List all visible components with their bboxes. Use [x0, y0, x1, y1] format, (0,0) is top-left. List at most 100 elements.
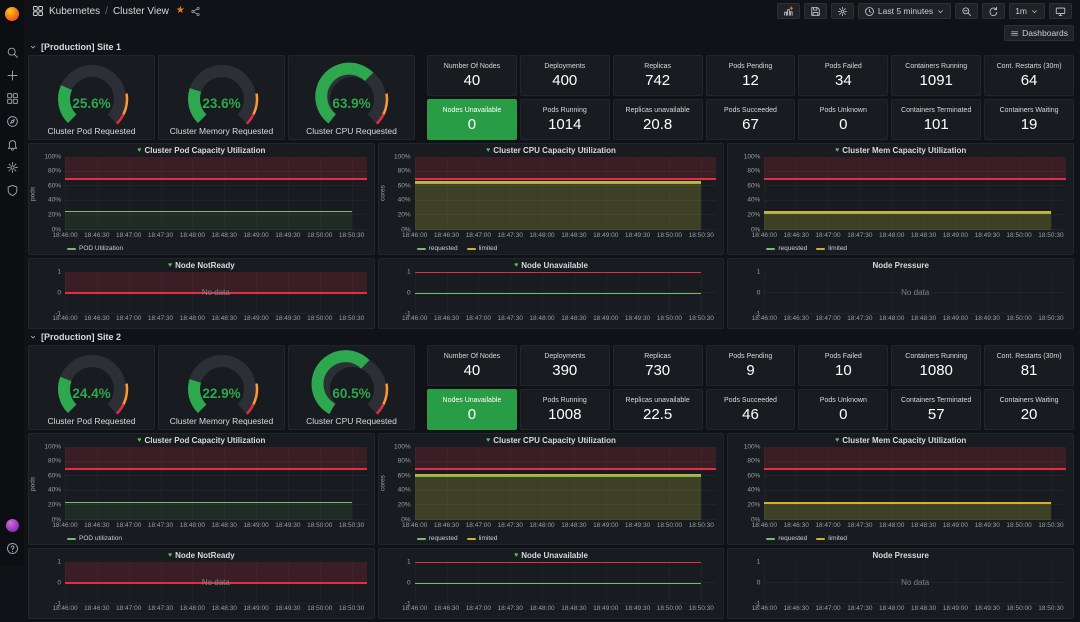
sidebar-item-explore[interactable] — [6, 115, 19, 128]
legend-item[interactable]: limited — [816, 535, 847, 542]
flat-line-green — [414, 582, 702, 584]
panel-title[interactable]: ♥ Node Unavailable — [379, 259, 724, 272]
y-axis: -1 0 1 — [383, 558, 413, 606]
legend-item[interactable]: limited — [816, 245, 847, 252]
legend-item[interactable]: limited — [466, 245, 497, 252]
share-icon[interactable] — [190, 6, 201, 17]
stat-label: Nodes Unavailable — [442, 397, 502, 404]
panel-title[interactable]: ♥ Node NotReady — [29, 549, 374, 562]
sidebar-item-help[interactable] — [6, 542, 19, 555]
stat-panel-containers-running: Containers Running 1080 — [891, 345, 982, 386]
panel-title[interactable]: ♥ Cluster Mem Capacity Utilization — [728, 144, 1073, 157]
row-header-site-2[interactable]: [Production] Site 2 — [29, 332, 1074, 342]
grid-line-horizontal — [764, 185, 1067, 187]
grid-line-vertical — [987, 447, 989, 520]
zoom-out-button[interactable] — [955, 3, 979, 19]
row-header-site-1[interactable]: [Production] Site 1 — [29, 42, 1074, 52]
series-fill-yellow — [414, 474, 702, 520]
favorite-star-icon[interactable]: ★ — [175, 5, 185, 16]
legend-item[interactable]: requested — [766, 535, 807, 542]
grid-line-vertical — [701, 447, 703, 520]
legend-item[interactable]: requested — [416, 245, 458, 252]
sidebar-item-dashboards[interactable] — [6, 92, 19, 105]
plot-area: No data — [764, 272, 1067, 314]
grid-line-horizontal — [65, 603, 367, 604]
threshold-region — [65, 447, 367, 469]
panel-title[interactable]: ♥ Cluster Pod Capacity Utilization — [29, 144, 374, 157]
x-tick-label: 18:46:30 — [84, 522, 110, 529]
sidebar-item-server-admin[interactable] — [6, 184, 19, 197]
panel-title[interactable]: ♥ Node Unavailable — [379, 549, 724, 562]
stat-value: 22.5 — [643, 406, 673, 423]
threshold-region — [764, 157, 1067, 179]
x-axis: 18:46:00 18:46:30 18:47:00 18:47:30 18:48:00… — [752, 315, 1066, 324]
grafana-dashboard: { "colors": { "page_bg": "#111217", "pan… — [5, 3, 1075, 619]
sidebar-item-alerting[interactable] — [6, 138, 19, 151]
threshold-region — [414, 447, 717, 469]
grid-line-vertical — [859, 272, 861, 314]
legend-color-dash — [67, 537, 76, 540]
x-tick-label: 18:49:30 — [624, 232, 651, 239]
refresh-button[interactable] — [982, 3, 1006, 19]
legend-item[interactable]: requested — [416, 535, 458, 542]
health-ok-heart-icon: ♥ — [137, 147, 142, 154]
grid-line-vertical — [256, 447, 258, 520]
legend-item[interactable]: POD utilization — [67, 535, 122, 542]
add-panel-button[interactable] — [776, 3, 800, 19]
sidebar-item-configuration[interactable] — [6, 161, 19, 174]
sidebar-item-search[interactable] — [6, 46, 19, 59]
legend-color-dash — [766, 537, 776, 540]
refresh-interval-picker[interactable]: 1m — [1009, 3, 1045, 19]
stat-value: 1008 — [548, 406, 582, 423]
save-dashboard-button[interactable] — [803, 3, 827, 19]
x-tick-label: 18:47:30 — [147, 232, 174, 239]
y-tick-label: 1 — [57, 557, 61, 565]
stat-value: 1091 — [919, 72, 953, 89]
x-tick-label: 18:50:00 — [656, 315, 683, 322]
stat-panel-containers-terminated: Containers Terminated 57 — [891, 389, 982, 430]
grid-line-horizontal — [414, 199, 717, 201]
panel-title[interactable]: ♥ Cluster CPU Capacity Utilization — [379, 144, 724, 157]
dashboards-button[interactable]: Dashboards — [1004, 25, 1074, 41]
legend-item[interactable]: POD Utilization — [67, 245, 123, 252]
flat-line-red — [414, 272, 702, 273]
grid-line-vertical — [287, 157, 289, 230]
grid-line-vertical — [1050, 157, 1052, 230]
legend-label: limited — [828, 535, 848, 542]
stat-value: 19 — [1020, 116, 1038, 133]
legend-item[interactable]: requested — [766, 245, 807, 252]
user-avatar-icon[interactable] — [5, 519, 19, 532]
y-tick-label: 100% — [44, 442, 61, 450]
dashboard-settings-button[interactable] — [830, 3, 854, 19]
panel-title[interactable]: ♥ Cluster CPU Capacity Utilization — [379, 434, 724, 447]
cycle-view-button[interactable] — [1049, 3, 1072, 19]
stat-label: Replicas unavailable — [625, 397, 690, 404]
stat-value: 0 — [467, 406, 477, 423]
breadcrumb-dashboard-name[interactable]: Kubernetes — [49, 5, 101, 17]
gauge-panel: 22.9% Cluster Memory Requested — [158, 345, 285, 430]
grid-line-vertical — [351, 157, 353, 230]
stat-label: Containers Terminated — [901, 397, 972, 404]
panel-title[interactable]: ♥ Node NotReady — [29, 259, 374, 272]
threshold-line — [764, 467, 1067, 470]
stat-value: 101 — [923, 116, 949, 133]
stat-panel-pods-pending: Pods Pending 12 — [705, 55, 796, 96]
gauge-value: 24.4% — [72, 386, 111, 401]
time-range-picker[interactable]: Last 5 minutes — [857, 3, 952, 19]
grid-line-vertical — [923, 447, 925, 520]
sidebar-item-create[interactable] — [6, 69, 19, 82]
panel-title-text: Cluster Pod Capacity Utilization — [144, 436, 266, 445]
panel-title[interactable]: Node Pressure — [728, 259, 1073, 272]
plot-area: No data — [764, 562, 1067, 604]
panel-title[interactable]: ♥ Cluster Mem Capacity Utilization — [728, 434, 1073, 447]
panel-title[interactable]: Node Pressure — [728, 549, 1073, 562]
grafana-logo-icon[interactable] — [5, 7, 19, 21]
plot-area — [414, 447, 717, 520]
gauge-arc — [57, 355, 128, 415]
series-fill-yellow — [764, 211, 1051, 230]
panel-title[interactable]: ♥ Cluster Pod Capacity Utilization — [29, 434, 374, 447]
grid-line-vertical — [669, 157, 671, 230]
legend-item[interactable]: limited — [466, 535, 497, 542]
grid-line-horizontal — [414, 460, 717, 462]
y-tick-label: 0 — [407, 578, 411, 586]
